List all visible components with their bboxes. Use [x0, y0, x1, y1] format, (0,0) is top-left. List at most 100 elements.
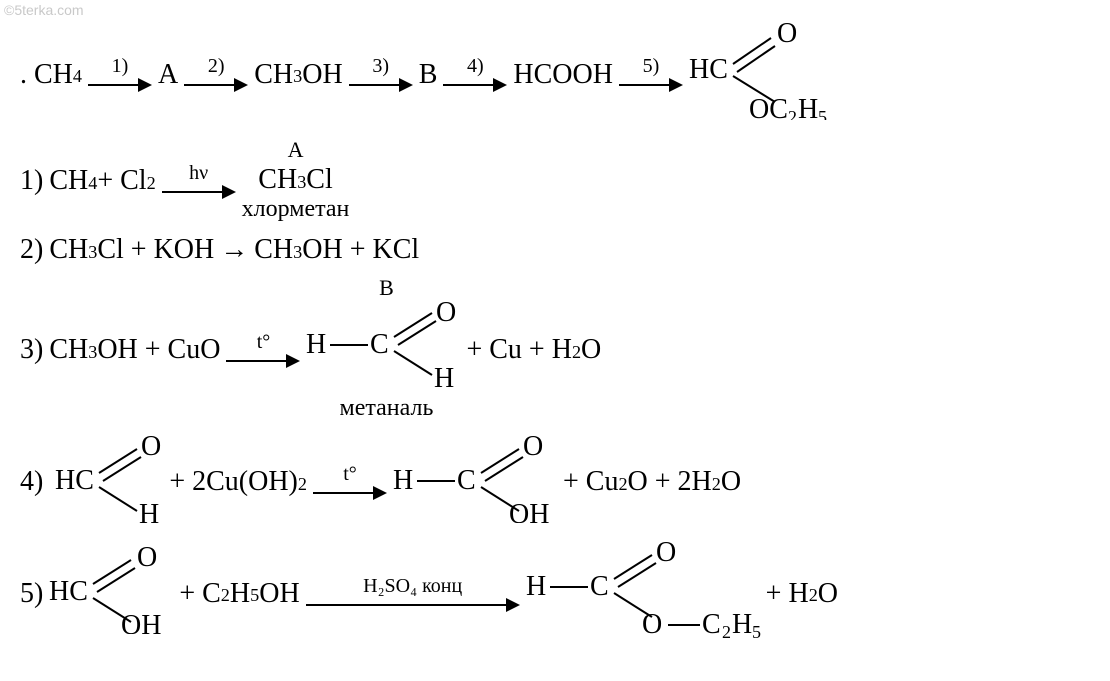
svg-text:HC: HC [55, 465, 94, 496]
svg-text:C: C [370, 329, 389, 360]
arrow-label: hν [189, 163, 208, 185]
rxn4-tail: + Cu2O + 2H2O [563, 465, 741, 499]
t: + Cl [97, 164, 146, 198]
rxn5-ethyl-formate: H C O O C2H5 [526, 539, 766, 648]
t: CH [49, 164, 88, 198]
s: 2 [147, 173, 156, 195]
rxn4-formic-acid: H C O OH [393, 433, 563, 532]
scheme-CH3OH: CH3OH [254, 58, 342, 92]
s: 2 [809, 585, 818, 607]
label-methanal: метаналь [340, 394, 434, 423]
svg-text:C: C [590, 571, 609, 602]
rxn2-num: 2) [20, 233, 43, 267]
scheme-dot: . [20, 58, 34, 92]
scheme-CH4: CH4 [34, 58, 82, 92]
s: 4 [88, 173, 97, 195]
arrow-label: t° [257, 332, 271, 354]
label-B: B [379, 275, 394, 301]
s: 2 [712, 474, 721, 496]
t: OH + CuO [97, 333, 220, 367]
arrow-label: 2) [208, 56, 225, 78]
sub-4: 4 [73, 66, 82, 88]
t: O + 2H [628, 465, 712, 499]
svg-text:HC: HC [49, 576, 88, 607]
rxn5-num: 5) [20, 577, 43, 611]
t: O [818, 577, 838, 611]
rxn5-arrow: H₂SO₄ конц [306, 576, 520, 612]
arrow-label: H₂SO₄ конц [363, 576, 462, 598]
arrow-label: t° [343, 464, 357, 486]
t: Cl [306, 163, 332, 197]
scheme-row: . CH4 1) A 2) CH3OH 3) B 4) HCOOH 5) [20, 20, 1090, 129]
s: 2 [618, 474, 627, 496]
svg-text:H: H [798, 94, 818, 120]
rxn1-rhs: A CH3Cl хлорметан [242, 137, 350, 226]
rxn1-arrow: hν [162, 163, 236, 199]
svg-text:O: O [436, 301, 456, 328]
txt: CH [254, 58, 293, 92]
svg-text:O: O [141, 433, 161, 462]
rxn3-lhs: CH3OH + CuO [49, 333, 220, 367]
rxn4-row: 4) HC O H + 2Cu(OH)2 t° H C [20, 433, 1090, 532]
svg-text:H: H [306, 329, 326, 360]
arrow-label: 3) [372, 56, 389, 78]
s: 2 [572, 342, 581, 364]
rxn5-tail: + H2O [766, 577, 838, 611]
rxn3-methanal: B H C O H метаналь [306, 275, 466, 425]
scheme-arrow-5: 5) [619, 56, 683, 92]
t: OH + KCl [302, 233, 419, 267]
scheme-arrow-2: 2) [184, 56, 248, 92]
rxn3-tail: + Cu + H2O [466, 333, 601, 367]
svg-text:H: H [434, 363, 454, 387]
text-CH: CH [34, 58, 73, 92]
t: + Cu [563, 465, 618, 499]
s: 3 [297, 172, 306, 194]
svg-text:HC: HC [689, 54, 728, 85]
rxn5-row: 5) HC O OH + C2H5OH H₂SO₄ конц H C [20, 539, 1090, 648]
rxn4-formaldehyde: HC O H [49, 433, 169, 532]
scheme-B: B [419, 58, 438, 92]
svg-text:5: 5 [752, 622, 761, 639]
svg-text:2: 2 [788, 107, 797, 120]
rxn1-lhs: CH4 + Cl2 [49, 164, 155, 198]
rxn4-num: 4) [20, 465, 43, 499]
t: O [721, 465, 741, 499]
rxn2-rhs: CH3OH + KCl [254, 233, 419, 267]
rxn1-num: 1) [20, 164, 43, 198]
scheme-ethyl-formate: HC O OC2H5 [689, 20, 859, 129]
t: CH [258, 163, 297, 197]
page: . CH4 1) A 2) CH3OH 3) B 4) HCOOH 5) [0, 0, 1110, 666]
t: + C [179, 577, 220, 611]
rxn3-arrow: t° [226, 332, 300, 368]
s: 5 [250, 585, 259, 607]
rxn3-num: 3) [20, 333, 43, 367]
rxn5-formic-acid: HC O OH [49, 544, 179, 643]
s: 3 [88, 242, 97, 264]
arrow-label: 4) [467, 56, 484, 78]
label-chloromethane: хлорметан [242, 195, 350, 224]
rxn3-row: 3) CH3OH + CuO t° B H C O H [20, 275, 1090, 425]
svg-text:O: O [137, 544, 157, 573]
t: OH [259, 577, 299, 611]
svg-text:O: O [777, 20, 797, 49]
scheme-A: A [158, 58, 178, 92]
t: + 2Cu(OH) [169, 465, 298, 499]
s: 2 [298, 474, 307, 496]
t: CH [49, 233, 88, 267]
t: + Cu + H [466, 333, 571, 367]
s: 3 [293, 242, 302, 264]
rxn2-row: 2) CH3Cl + KOH → CH3OH + KCl [20, 233, 1090, 267]
scheme-arrow-1: 1) [88, 56, 152, 92]
svg-text:OH: OH [121, 610, 161, 634]
sub: 3 [293, 66, 302, 88]
s: 2 [221, 585, 230, 607]
rxn5-plus: + C2H5OH [179, 577, 299, 611]
t: O [581, 333, 601, 367]
rxn1-row: 1) CH4 + Cl2 hν A CH3Cl хлорметан [20, 137, 1090, 226]
svg-text:2: 2 [722, 622, 731, 639]
svg-text:H: H [732, 609, 752, 639]
svg-text:H: H [526, 571, 546, 602]
scheme-HCOOH: HCOOH [513, 58, 613, 92]
t: H [230, 577, 250, 611]
s: 3 [88, 342, 97, 364]
